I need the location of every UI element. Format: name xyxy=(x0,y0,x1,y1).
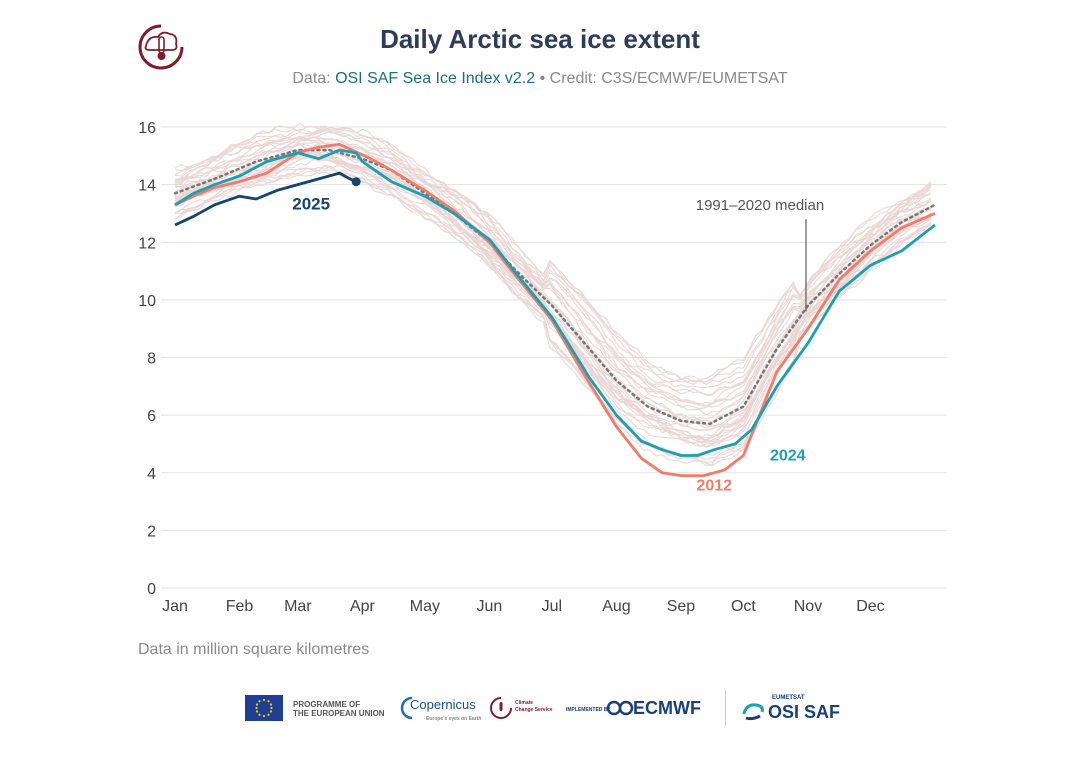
subtitle-separator: • xyxy=(535,70,550,87)
eu-line1: PROGRAMME OF xyxy=(293,700,361,709)
series-line-2024 xyxy=(174,148,936,457)
osisaf-text: OSI SAF xyxy=(768,702,841,722)
label-2024: 2024 xyxy=(770,447,806,464)
grid-layer: 0 2 4 6 8 10 12 14 16 Jan Feb Mar Apr May Jun Jul Aug Sep… xyxy=(138,120,947,615)
past-year-line xyxy=(174,136,932,408)
footer-divider xyxy=(725,690,726,726)
past-year-line xyxy=(174,129,932,389)
copernicus-icon xyxy=(400,696,413,720)
y-tick-label: 12 xyxy=(138,235,156,252)
credit-text: Credit: C3S/ECMWF/EUMETSAT xyxy=(549,70,788,87)
copernicus-sub: Europe's eyes on Earth xyxy=(426,716,482,722)
climate-thermometer-logo-icon xyxy=(138,24,184,70)
unit-note: Data in million square kilometres xyxy=(138,641,370,658)
past-year-line xyxy=(174,138,932,416)
series-line-2012 xyxy=(174,142,936,477)
series-layer xyxy=(173,142,937,477)
eu-flag-icon xyxy=(245,695,283,721)
y-tick-label: 14 xyxy=(138,178,156,195)
x-tick-label: Oct xyxy=(731,598,756,615)
y-tick-label: 16 xyxy=(138,120,156,137)
x-tick-label: May xyxy=(410,598,440,615)
past-year-line xyxy=(174,168,932,464)
copernicus-text: Copernicus xyxy=(410,697,476,712)
c3s-text: Climate Change Service xyxy=(515,700,553,714)
implemented-by-text: IMPLEMENTED BY xyxy=(566,707,611,713)
x-tick-label: Apr xyxy=(350,598,376,615)
label-median: 1991–2020 median xyxy=(696,197,824,214)
x-tick-label: Jan xyxy=(162,598,188,615)
past-year-line xyxy=(174,131,932,396)
y-tick-label: 0 xyxy=(147,581,156,598)
series-line-2025 xyxy=(174,171,357,227)
subtitle-prefix: Data: xyxy=(292,70,336,87)
x-tick-label: Sep xyxy=(667,598,696,615)
x-tick-label: Nov xyxy=(794,598,822,615)
chart-title: Daily Arctic sea ice extent xyxy=(380,24,700,54)
x-tick-label: Feb xyxy=(226,598,254,615)
eu-line2: THE EUROPEAN UNION xyxy=(293,709,385,718)
label-layer: 2025 2024 2012 1991–2020 median xyxy=(292,195,824,495)
label-2025: 2025 xyxy=(292,195,330,214)
x-tick-label: Dec xyxy=(856,598,884,615)
ecmwf-icon xyxy=(606,700,634,716)
past-year-line xyxy=(174,150,931,431)
osisaf-swirl-icon xyxy=(742,703,764,721)
x-tick-label: Mar xyxy=(284,598,312,615)
footer-logos: PROGRAMME OF THE EUROPEAN UNION Copernic… xyxy=(0,690,1080,730)
past-year-line xyxy=(174,156,932,448)
c3s-logo-icon xyxy=(490,697,512,719)
x-tick-label: Aug xyxy=(602,598,630,615)
label-2012: 2012 xyxy=(696,477,732,494)
c3s-line2: Change Service xyxy=(515,707,553,713)
eumetsat-text: EUMETSAT xyxy=(772,695,805,701)
y-tick-label: 8 xyxy=(147,351,156,368)
y-tick-label: 4 xyxy=(147,466,156,483)
eu-programme-text: PROGRAMME OF THE EUROPEAN UNION xyxy=(293,700,385,718)
y-tick-label: 6 xyxy=(147,408,156,425)
y-tick-label: 2 xyxy=(147,523,156,540)
median-line xyxy=(173,148,937,426)
past-year-line xyxy=(174,122,932,383)
past-year-line xyxy=(174,130,932,397)
series-2025-end-dot xyxy=(351,177,361,187)
ecmwf-text: ECMWF xyxy=(633,698,701,718)
x-tick-label: Jul xyxy=(542,598,562,615)
past-year-line xyxy=(174,142,931,426)
data-source-link[interactable]: OSI SAF Sea Ice Index v2.2 xyxy=(335,70,536,87)
c3s-line1: Climate xyxy=(515,700,534,706)
x-tick-label: Jun xyxy=(477,598,503,615)
past-year-line xyxy=(174,165,932,467)
chart-subtitle: Data: OSI SAF Sea Ice Index v2.2 • Credi… xyxy=(0,70,1080,88)
sea-ice-chart: 0 2 4 6 8 10 12 14 16 Jan Feb Mar Apr May Jun Jul Aug Sep… xyxy=(138,120,947,615)
y-tick-label: 10 xyxy=(138,293,156,310)
